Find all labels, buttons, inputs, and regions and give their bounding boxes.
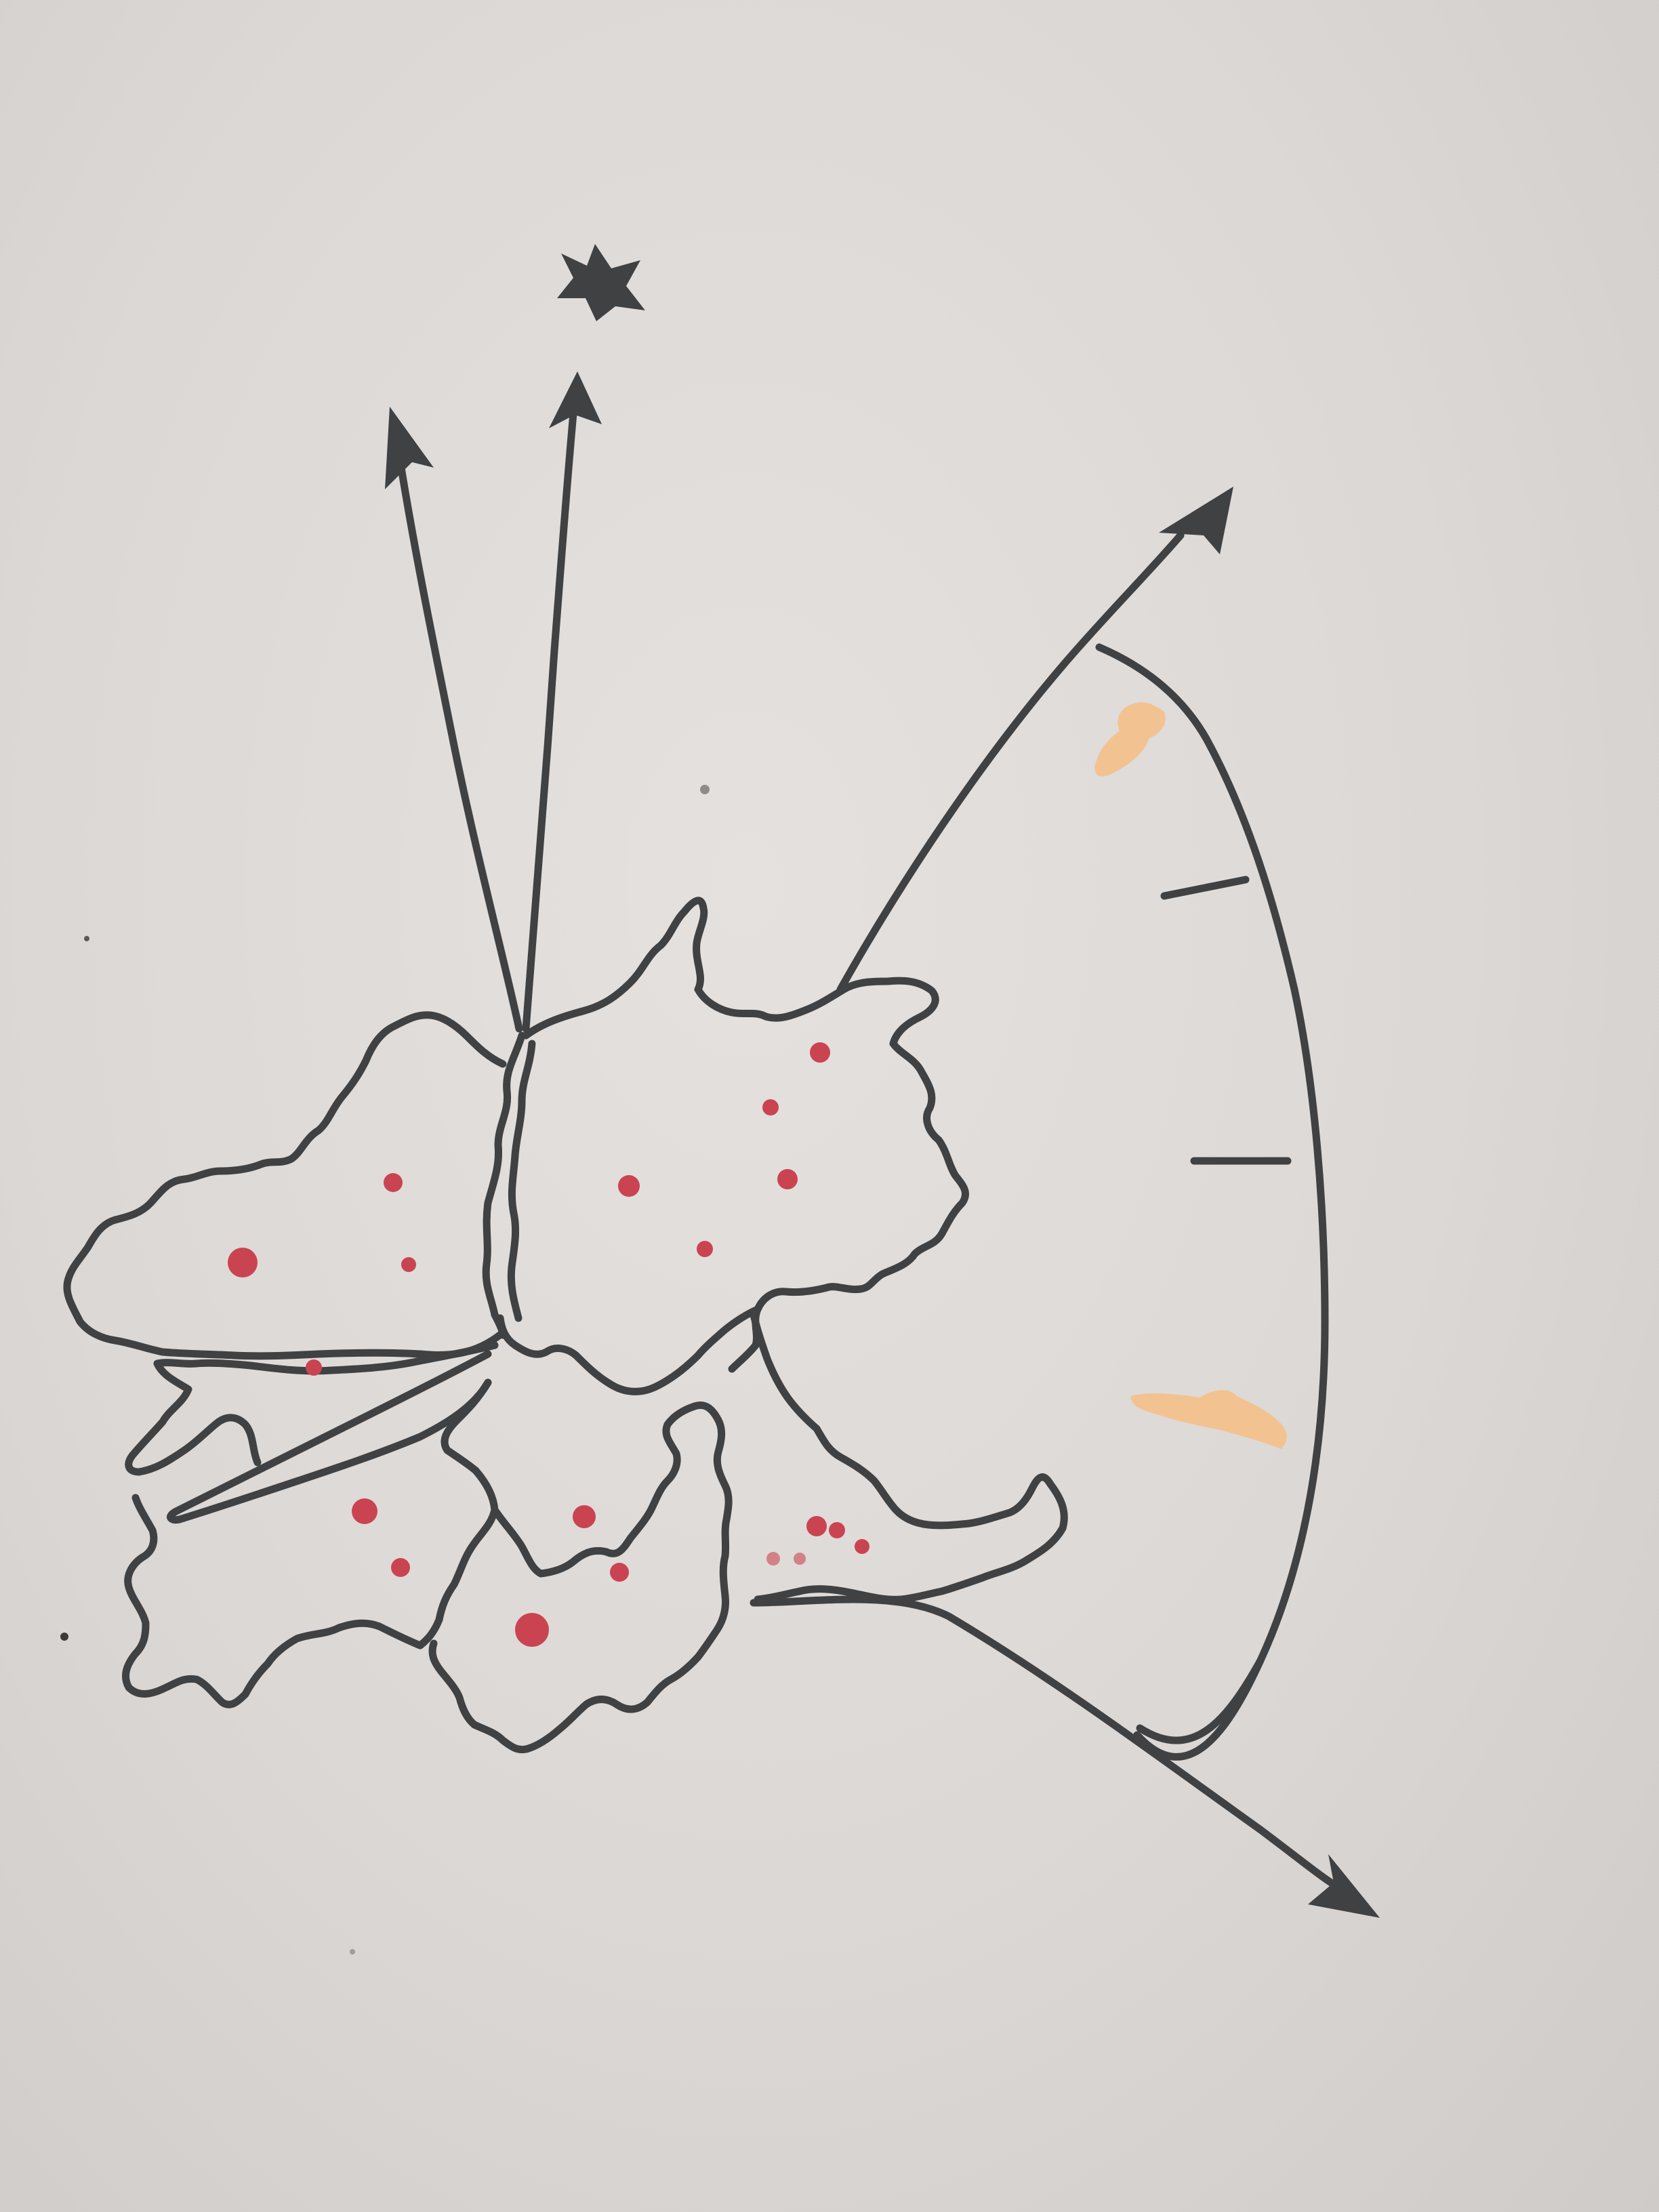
red-dot (829, 1522, 845, 1538)
region-south-west (122, 1378, 499, 1708)
red-dot (391, 1558, 410, 1577)
left-up-arrow (385, 407, 523, 1033)
red-dot (762, 1099, 779, 1115)
red-dot (766, 1552, 780, 1565)
red-dot (515, 1613, 549, 1647)
red-dot (401, 1257, 416, 1272)
red-dot (810, 1042, 830, 1063)
down-right-arrow (750, 1595, 1380, 1918)
scale-arc (1095, 643, 1329, 1761)
arrowhead-icon (1159, 487, 1233, 554)
region-south-central (428, 1401, 733, 1754)
red-dot (806, 1516, 827, 1536)
scale-arc-end (1136, 1656, 1265, 1744)
paper-speck (84, 936, 89, 941)
middle-up-arrow (522, 371, 602, 1033)
central-border (482, 1031, 526, 1339)
red-dot (228, 1248, 258, 1277)
red-dot (384, 1173, 403, 1192)
region-north-east-south-edge (496, 1305, 762, 1395)
scale-tick (1160, 876, 1250, 900)
highlight-mark (1130, 1390, 1287, 1449)
red-dot (794, 1553, 806, 1565)
region-north-west (63, 1011, 507, 1360)
central-border-2 (507, 1040, 536, 1322)
paper-speck (700, 785, 710, 794)
red-dot (855, 1539, 869, 1554)
right-up-arrow (836, 487, 1233, 994)
star-icon (557, 244, 645, 321)
region-south-east (750, 1311, 1068, 1603)
red-dot (697, 1241, 713, 1257)
paper-speck (350, 1949, 355, 1954)
paper-speck (60, 1633, 68, 1641)
arrowhead-icon (549, 371, 602, 428)
west-spit (167, 1350, 492, 1524)
landmass-outline (63, 897, 1068, 1754)
red-dot (777, 1169, 798, 1189)
red-dot (352, 1498, 377, 1524)
west-peninsula (125, 1341, 499, 1476)
red-dots (228, 1042, 869, 1647)
region-north-east (522, 897, 969, 1373)
red-dot (306, 1359, 322, 1376)
arrowhead-icon (385, 407, 434, 489)
highlight-mark (1094, 702, 1166, 777)
red-dot (573, 1505, 596, 1528)
arrowhead-icon (1308, 1854, 1380, 1918)
red-dot (618, 1175, 640, 1197)
red-dot (610, 1563, 629, 1582)
